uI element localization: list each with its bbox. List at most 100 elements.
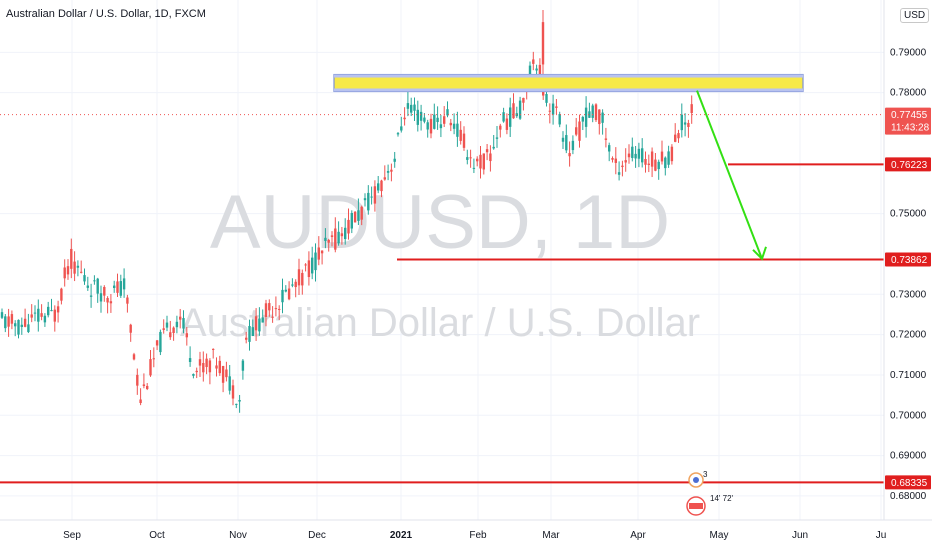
candle-body [304, 264, 307, 266]
candle-body [89, 295, 93, 297]
candle [611, 156, 614, 163]
candle-body [76, 265, 80, 268]
candle [80, 260, 83, 274]
candle [492, 134, 495, 150]
projection-arrow[interactable] [696, 90, 763, 260]
candle [307, 251, 311, 286]
candle [169, 320, 172, 340]
price-tag-bg [885, 252, 931, 267]
candle-body [136, 374, 139, 386]
candle [476, 156, 479, 167]
candle-body [499, 125, 502, 130]
candle [340, 226, 344, 245]
candle-body [581, 116, 584, 122]
candle-body [182, 318, 185, 329]
time-tick-10: Ju [876, 530, 887, 541]
candle [264, 299, 268, 327]
candle [518, 96, 522, 120]
candle [86, 276, 89, 291]
candle [690, 95, 693, 124]
candle [89, 283, 93, 308]
economic-event-marker[interactable]: 3 [688, 470, 708, 488]
candle-body [278, 308, 281, 310]
candle [241, 359, 245, 380]
level-price-tag-0[interactable]: 0.76223 [885, 157, 931, 172]
candle [485, 143, 489, 161]
price-axis[interactable]: 0.79000 0.78000 0.75000 0.73000 0.72000 0.710… [883, 0, 931, 520]
candle-body [545, 93, 548, 103]
candle [66, 259, 70, 280]
candle-body [152, 358, 155, 360]
candle-body [406, 103, 410, 109]
candle-body [578, 121, 581, 141]
candle [621, 160, 624, 177]
dividend-event-marker[interactable]: 14' 72' [686, 494, 734, 516]
candle-body [647, 163, 650, 165]
last-price-tag[interactable]: 0.77455 11:43:28 [885, 107, 931, 135]
candle-body [294, 281, 297, 288]
currency-selector[interactable]: USD [900, 8, 930, 23]
price-tick-4: 0.72000 [890, 330, 927, 341]
candle-body [238, 400, 241, 402]
candle-body [149, 359, 152, 376]
candle [505, 113, 509, 135]
candle-body [172, 327, 175, 334]
time-tick-8: May [710, 530, 729, 541]
candle-body [631, 146, 634, 158]
candle-body [383, 177, 386, 180]
candle-body [588, 111, 591, 118]
candle [350, 210, 353, 234]
candle [631, 137, 634, 162]
candle [314, 243, 317, 282]
candle-body [370, 196, 373, 198]
candle-body [535, 68, 538, 71]
candle-body [472, 167, 476, 169]
time-tick-3: Dec [308, 530, 326, 541]
candle [667, 145, 670, 168]
candle-body [14, 323, 17, 327]
candle-body [251, 327, 254, 337]
candle-body [541, 22, 545, 65]
news-icon-band [689, 503, 703, 509]
level-price-tag-1[interactable]: 0.73862 [885, 252, 931, 267]
candle [551, 94, 555, 125]
candle-body [53, 309, 56, 322]
candle-body [373, 186, 377, 204]
candle-body [185, 333, 188, 338]
candle-body [459, 129, 462, 141]
time-axis[interactable]: Sep Oct Nov Dec 2021 Feb Mar Apr May Jun Ju [0, 519, 932, 541]
chart-drawings[interactable] [0, 73, 884, 484]
candle-body [30, 314, 33, 318]
candle-body [225, 369, 228, 378]
candle [70, 238, 73, 279]
candle [198, 351, 202, 377]
candle-body [40, 313, 43, 317]
candle [228, 365, 231, 395]
candle-body [621, 165, 624, 168]
candle [172, 326, 175, 341]
candle [575, 118, 578, 137]
candle [548, 103, 551, 124]
event-markers[interactable]: 3 14' 72' [686, 470, 734, 516]
time-tick-9: Jun [792, 530, 808, 541]
candle-body [7, 316, 10, 327]
price-tag-label: 0.73862 [891, 255, 928, 266]
candle [20, 317, 23, 335]
candle [261, 309, 264, 323]
candle [56, 300, 60, 323]
candle-body [132, 354, 136, 360]
candle [225, 361, 228, 382]
candle-body [601, 112, 604, 123]
candle [50, 298, 53, 312]
watermark-name: Australian Dollar / U.S. Dollar [180, 301, 700, 345]
candle-body [23, 318, 27, 327]
level-price-tag-2[interactable]: 0.68335 [885, 475, 931, 490]
candle [637, 142, 641, 168]
candle-body [212, 348, 215, 350]
price-tick-0: 0.79000 [890, 47, 927, 58]
candle-body [353, 211, 357, 223]
candle [360, 205, 363, 226]
candle [202, 351, 205, 382]
candle [683, 113, 687, 137]
